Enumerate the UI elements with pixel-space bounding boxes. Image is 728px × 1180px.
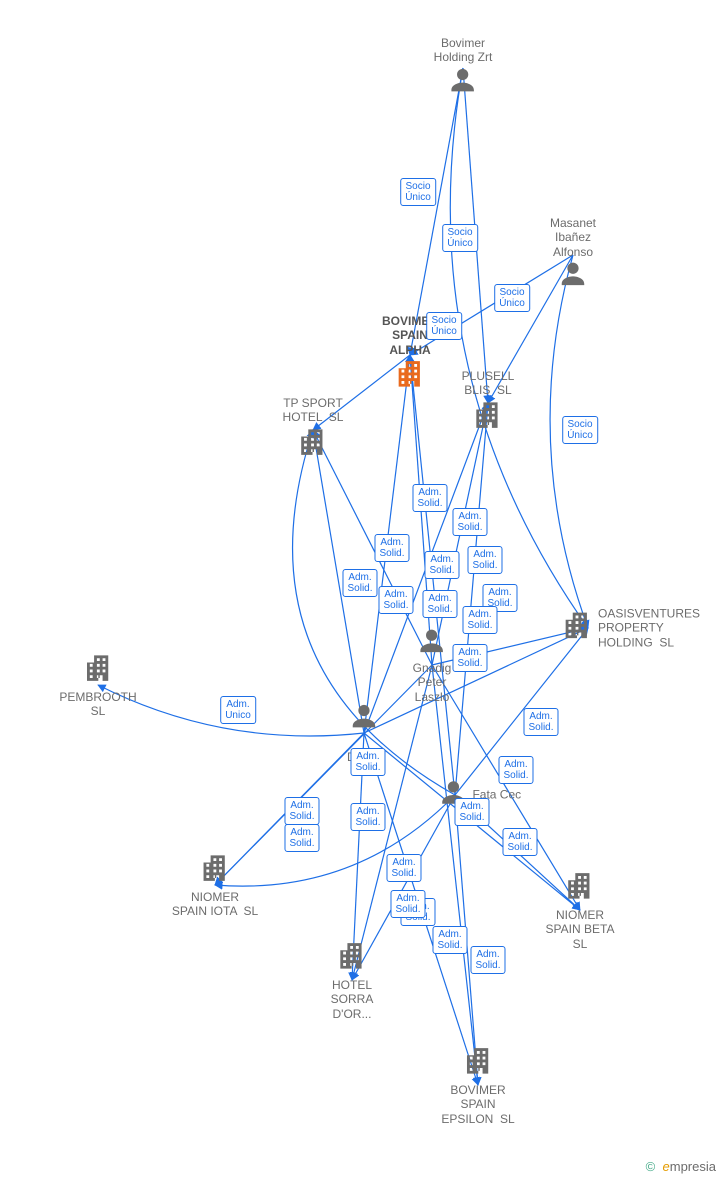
watermark-first-letter: e: [663, 1159, 670, 1174]
edge-label: Socio Único: [400, 178, 436, 206]
node-pembrooth[interactable]: PEMBROOTH SL: [59, 651, 136, 719]
company-icon: [462, 398, 515, 437]
company-icon: [382, 357, 438, 396]
copyright-symbol: ©: [646, 1159, 656, 1174]
node-label: NIOMER SPAIN BETA SL: [546, 908, 615, 951]
edge-label: Adm. Solid.: [284, 797, 319, 825]
person-icon: [413, 626, 452, 661]
node-niomer_iota[interactable]: NIOMER SPAIN IOTA SL: [172, 851, 258, 919]
edge-label: Socio Único: [442, 224, 478, 252]
node-niomer_beta[interactable]: NIOMER SPAIN BETA SL: [546, 869, 615, 951]
edge-label: Adm. Solid.: [452, 644, 487, 672]
node-tpsport[interactable]: TP SPORT HOTEL SL: [283, 396, 344, 464]
node-label: BOVIMER SPAIN EPSILON SL: [441, 1083, 514, 1126]
company-icon: [546, 869, 615, 908]
edge-label: Adm. Solid.: [422, 590, 457, 618]
company-icon: [331, 939, 374, 978]
edge-label: Adm. Solid.: [284, 824, 319, 852]
node-plusell[interactable]: PLUSELL BLIS SL: [462, 369, 515, 437]
edge-label: Adm. Solid.: [342, 569, 377, 597]
company-icon: [441, 1044, 514, 1083]
node-hotel_sorra[interactable]: HOTEL SORRA D'OR...: [331, 939, 374, 1021]
edge-label: Socio Único: [562, 416, 598, 444]
edge-label: Adm. Solid.: [374, 534, 409, 562]
node-label: Gnadig Peter Laszlo: [413, 661, 452, 704]
edge-label: Adm. Solid.: [350, 748, 385, 776]
node-bovimer_holding[interactable]: Bovimer Holding Zrt: [434, 36, 493, 100]
node-label: OASISVENTURES PROPERTY HOLDING SL: [598, 606, 700, 649]
node-bovimer_epsilon[interactable]: BOVIMER SPAIN EPSILON SL: [441, 1044, 514, 1126]
edge-label: Adm. Solid.: [454, 798, 489, 826]
edge-label: Adm. Solid.: [386, 854, 421, 882]
edge-label: Adm. Solid.: [498, 756, 533, 784]
person-icon: [550, 259, 596, 294]
node-label: Masanet Ibañez Alfonso: [550, 216, 596, 259]
company-icon: [283, 425, 344, 464]
edge-label: Adm. Solid.: [462, 606, 497, 634]
watermark-text: mpresia: [670, 1159, 716, 1174]
edge-label: Adm. Solid.: [452, 508, 487, 536]
node-label: PEMBROOTH SL: [59, 690, 136, 719]
node-label: Bovimer Holding Zrt: [434, 36, 493, 65]
edge-label: Socio Único: [494, 284, 530, 312]
node-label: HOTEL SORRA D'OR...: [331, 978, 374, 1021]
edge-label: Adm. Solid.: [350, 803, 385, 831]
company-icon: [172, 851, 258, 890]
company-icon: [560, 608, 594, 647]
node-label: NIOMER SPAIN IOTA SL: [172, 890, 258, 919]
edge-label: Adm. Solid.: [424, 551, 459, 579]
edge-label: Adm. Solid.: [390, 890, 425, 918]
person-icon: [434, 65, 493, 100]
edge-label: Adm. Solid.: [502, 828, 537, 856]
node-oasis[interactable]: OASISVENTURES PROPERTY HOLDING SL: [560, 606, 700, 649]
network-diagram: Bovimer Holding Zrt Masanet Ibañez Alfon…: [0, 0, 728, 1180]
edge-gnadig-bovimer_epsilon: [432, 665, 478, 1085]
node-label: PLUSELL BLIS SL: [462, 369, 515, 398]
edge-label: Adm. Unico: [220, 696, 256, 724]
edge-label: Adm. Solid.: [523, 708, 558, 736]
node-gnadig[interactable]: Gnadig Peter Laszlo: [413, 626, 452, 704]
person-icon: [347, 701, 381, 736]
node-masanet[interactable]: Masanet Ibañez Alfonso: [550, 216, 596, 294]
edge-label: Adm. Solid.: [467, 546, 502, 574]
edge-label: Socio Único: [426, 312, 462, 340]
node-label: TP SPORT HOTEL SL: [283, 396, 344, 425]
edge-label: Adm. Solid.: [470, 946, 505, 974]
watermark: © empresia: [646, 1159, 716, 1174]
edge-label: Adm. Solid.: [432, 926, 467, 954]
company-icon: [59, 651, 136, 690]
edge-bovimer_holding-oasis: [450, 68, 588, 628]
edge-label: Adm. Solid.: [378, 586, 413, 614]
edge-label: Adm. Solid.: [412, 484, 447, 512]
